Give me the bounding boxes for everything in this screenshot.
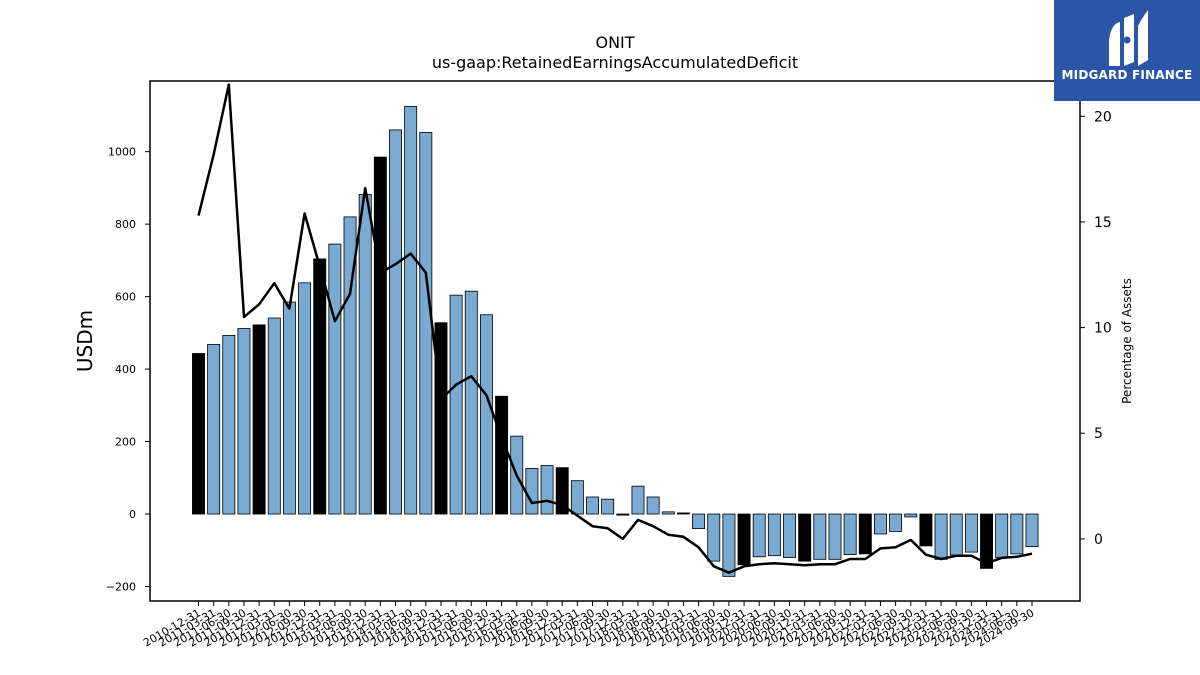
- plot-frame: [149, 80, 1081, 602]
- bar: [404, 105, 418, 515]
- y-tick-label: 200: [115, 436, 136, 449]
- bar: [192, 353, 205, 515]
- bar: [207, 344, 221, 515]
- bar: [904, 513, 918, 518]
- bar: [252, 324, 266, 515]
- y-tick-label: 400: [115, 363, 136, 376]
- bar: [995, 513, 1009, 558]
- y-axis-label: USDm: [73, 310, 97, 372]
- bar: [267, 317, 281, 515]
- bar: [328, 243, 342, 515]
- chart-subtitle: us-gaap:RetainedEarningsAccumulatedDefic…: [432, 53, 798, 72]
- bar: [1010, 513, 1024, 555]
- y-axis-left: −200 0 200 400 600 800 1000: [106, 146, 150, 594]
- bar: [661, 511, 675, 515]
- line-group: [197, 83, 1033, 574]
- bar: [828, 513, 842, 560]
- bar: [464, 290, 478, 515]
- bar: [525, 467, 539, 515]
- bar: [676, 512, 690, 515]
- bar: [722, 513, 736, 577]
- bar: [752, 513, 766, 558]
- y-axis-right: 0 5 10 15 20: [1080, 109, 1112, 548]
- bar: [889, 513, 903, 532]
- bar: [1025, 513, 1039, 548]
- bar: [843, 513, 857, 556]
- bar: [298, 282, 312, 515]
- bar: [631, 485, 645, 515]
- bar-group: [192, 105, 1039, 577]
- bar: [373, 156, 387, 515]
- bar: [934, 513, 948, 560]
- bar: [358, 194, 372, 515]
- bar: [313, 258, 327, 515]
- bar: [858, 513, 872, 555]
- bar: [813, 513, 827, 560]
- brand-name: MIDGARD FINANCE: [1061, 68, 1193, 82]
- bar: [798, 513, 812, 562]
- bar: [737, 513, 751, 566]
- bar: [222, 334, 236, 515]
- bar: [586, 496, 599, 515]
- bar: [389, 129, 402, 515]
- bar: [646, 496, 660, 515]
- bar: [343, 216, 357, 515]
- bar: [783, 513, 796, 558]
- bar: [570, 480, 584, 515]
- bar: [616, 513, 630, 516]
- chart-title: ONIT: [595, 33, 634, 52]
- bar: [919, 513, 933, 547]
- bar: [601, 498, 615, 515]
- bar: [282, 301, 296, 515]
- y2-tick-label: 0: [1094, 532, 1103, 548]
- bar: [495, 395, 509, 515]
- bar: [980, 513, 993, 569]
- y2-axis-label: Percentage of Assets: [1120, 278, 1134, 404]
- bar: [449, 294, 463, 515]
- bar: [964, 513, 978, 553]
- bar: [237, 328, 251, 515]
- y2-tick-label: 20: [1094, 109, 1112, 125]
- bar: [692, 513, 706, 529]
- y-tick-label: 800: [115, 218, 136, 231]
- y2-tick-label: 15: [1094, 215, 1112, 231]
- y-tick-label: 1000: [108, 146, 136, 159]
- bar: [540, 465, 554, 515]
- bar: [479, 314, 493, 515]
- y-tick-label: 0: [129, 508, 136, 521]
- bar: [555, 467, 569, 515]
- bar: [949, 513, 963, 556]
- bar: [873, 513, 887, 535]
- bar: [434, 322, 448, 515]
- x-axis: 2010-12-312011-03-312011-06-302011-09-30…: [141, 601, 1037, 650]
- y-tick-label: 600: [115, 291, 136, 304]
- y2-tick-label: 5: [1094, 426, 1103, 442]
- midgard-logo-icon: [1109, 10, 1148, 66]
- brand-logo: MIDGARD FINANCE: [1054, 0, 1200, 101]
- y2-tick-label: 10: [1094, 321, 1112, 337]
- bar: [419, 132, 433, 515]
- series-line: [197, 83, 1033, 574]
- bar: [767, 513, 781, 557]
- y-tick-label: −200: [106, 581, 136, 594]
- bar: [707, 513, 721, 562]
